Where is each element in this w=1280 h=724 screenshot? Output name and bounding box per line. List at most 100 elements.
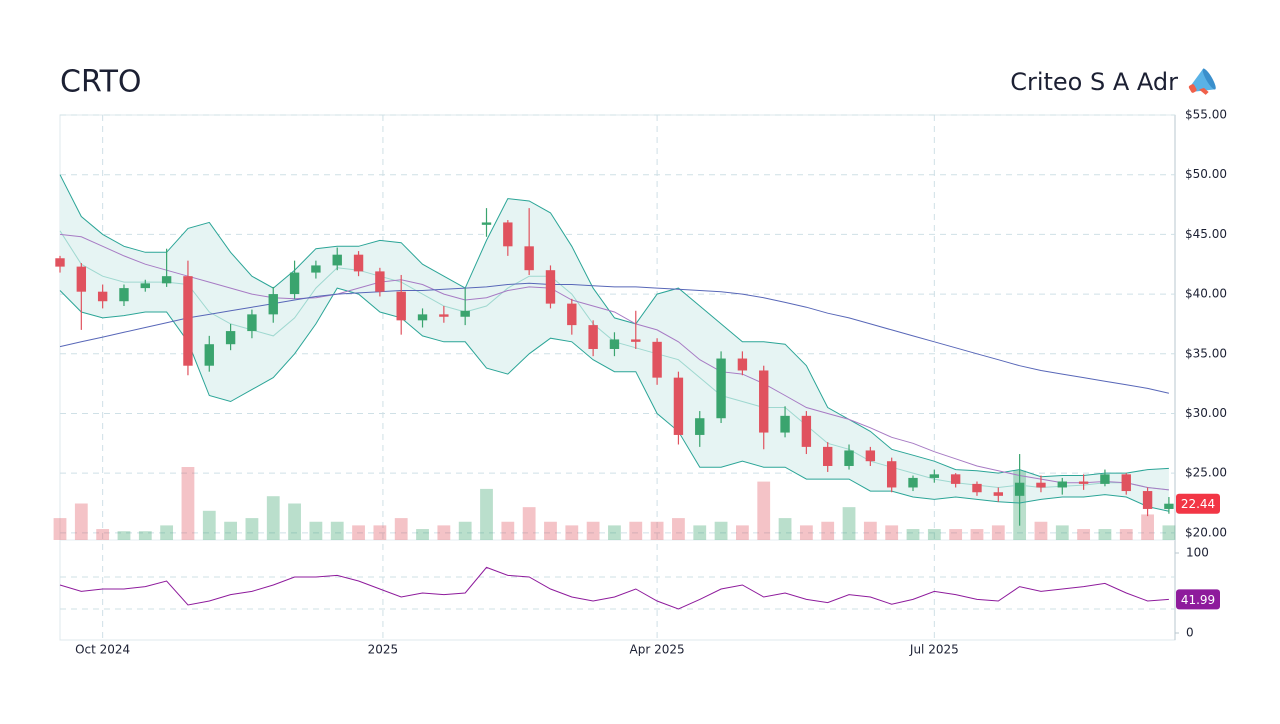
volume-bar	[927, 529, 941, 540]
volume-bar	[586, 521, 600, 540]
candle-body	[332, 254, 342, 266]
volume-bar	[53, 518, 67, 540]
candle-body	[844, 450, 854, 466]
x-tick-label: Apr 2025	[630, 643, 685, 657]
last-rsi-badge	[1176, 589, 1220, 610]
volume-bar	[1141, 514, 1154, 540]
candle-body	[460, 310, 470, 317]
volume-bar	[1034, 521, 1048, 540]
candle-body	[311, 265, 321, 273]
x-tick-label: Jul 2025	[909, 643, 959, 657]
volume-bar	[330, 521, 344, 540]
candle-body	[652, 341, 662, 378]
volume-bar	[863, 521, 877, 540]
y-tick-label: $25.00	[1185, 466, 1227, 480]
volume-bar	[373, 525, 387, 540]
volume-bar	[970, 529, 984, 540]
volume-bar	[437, 525, 451, 540]
candle-body	[567, 303, 577, 326]
candle-body	[289, 272, 300, 295]
candle-body	[865, 450, 876, 462]
candle-body	[823, 446, 833, 466]
candle-body	[609, 339, 620, 349]
candle-body	[545, 270, 556, 304]
x-tick-label: 2025	[368, 643, 399, 657]
candle-body	[972, 483, 982, 493]
volume-bar	[778, 518, 792, 540]
candle-body	[119, 288, 129, 302]
candle-body	[673, 377, 684, 435]
volume-bar	[991, 525, 1005, 540]
volume-bar	[885, 525, 899, 540]
volume-bar	[1077, 529, 1091, 540]
candle-body	[588, 325, 598, 349]
volume-bar	[565, 525, 579, 540]
volume-bar	[352, 525, 365, 540]
x-tick-label: Oct 2024	[75, 643, 130, 657]
candle-body	[950, 474, 961, 484]
last-price-badge	[1176, 493, 1220, 514]
candle-body	[396, 291, 406, 321]
candle-body	[247, 314, 257, 332]
volume-bar	[949, 529, 963, 540]
candle-body	[140, 283, 150, 289]
volume-bar	[96, 529, 110, 540]
rsi-tick-label: 100	[1186, 546, 1209, 560]
volume-bar	[672, 518, 685, 540]
candle-body	[439, 314, 449, 317]
volume-bar	[309, 521, 323, 540]
y-tick-label: $35.00	[1185, 346, 1227, 360]
volume-bar	[74, 503, 88, 540]
megaphone-icon	[1188, 68, 1216, 95]
volume-bar	[501, 521, 515, 540]
last-price-label: 22.44	[1181, 497, 1215, 511]
candle-body	[886, 461, 897, 488]
volume-bar	[1098, 529, 1112, 540]
volume-bar	[629, 521, 643, 540]
volume-bar	[522, 507, 536, 540]
volume-bar	[458, 521, 472, 540]
company-name: Criteo S A Adr	[1010, 68, 1178, 96]
candle-body	[225, 331, 236, 345]
volume-bar	[480, 488, 493, 540]
volume-bar	[1162, 525, 1176, 540]
volume-bar	[266, 496, 280, 540]
y-tick-label: $55.00	[1185, 108, 1227, 122]
y-tick-label: $20.00	[1185, 525, 1227, 539]
volume-bar	[160, 525, 174, 540]
candle-body	[716, 358, 726, 419]
volume-bar	[736, 525, 749, 540]
overlay-line	[59, 287, 1170, 512]
volume-bar	[1055, 525, 1069, 540]
volume-bar	[245, 518, 259, 540]
volume-bar	[842, 507, 856, 540]
candle-body	[1164, 503, 1174, 509]
volume-bar	[799, 525, 813, 540]
volume-bar	[224, 521, 237, 540]
rsi-line	[59, 566, 1169, 610]
volume-bar	[288, 503, 301, 540]
candle-body	[183, 276, 193, 366]
y-tick-label: $30.00	[1185, 406, 1227, 420]
volume-bar	[693, 525, 707, 540]
overlay-line	[59, 174, 1169, 478]
volume-bar	[650, 521, 664, 540]
candle-body	[1121, 474, 1131, 492]
candle-body	[97, 291, 108, 302]
last-rsi-label: 41.99	[1181, 593, 1215, 607]
overlay-line	[59, 233, 1169, 491]
candle-body	[801, 415, 812, 447]
rsi-tick-label: 0	[1186, 626, 1194, 640]
volume-bar	[181, 467, 195, 540]
candle-body	[375, 271, 385, 292]
y-tick-label: $40.00	[1185, 287, 1227, 301]
candle-body	[631, 339, 641, 342]
candle-body	[204, 344, 214, 366]
y-tick-label: $50.00	[1185, 167, 1227, 181]
symbol: CRTO	[60, 65, 142, 100]
candle-body	[1057, 481, 1067, 488]
candle-body	[1036, 482, 1046, 488]
candle-body	[993, 492, 1003, 496]
volume-bar	[394, 518, 408, 540]
